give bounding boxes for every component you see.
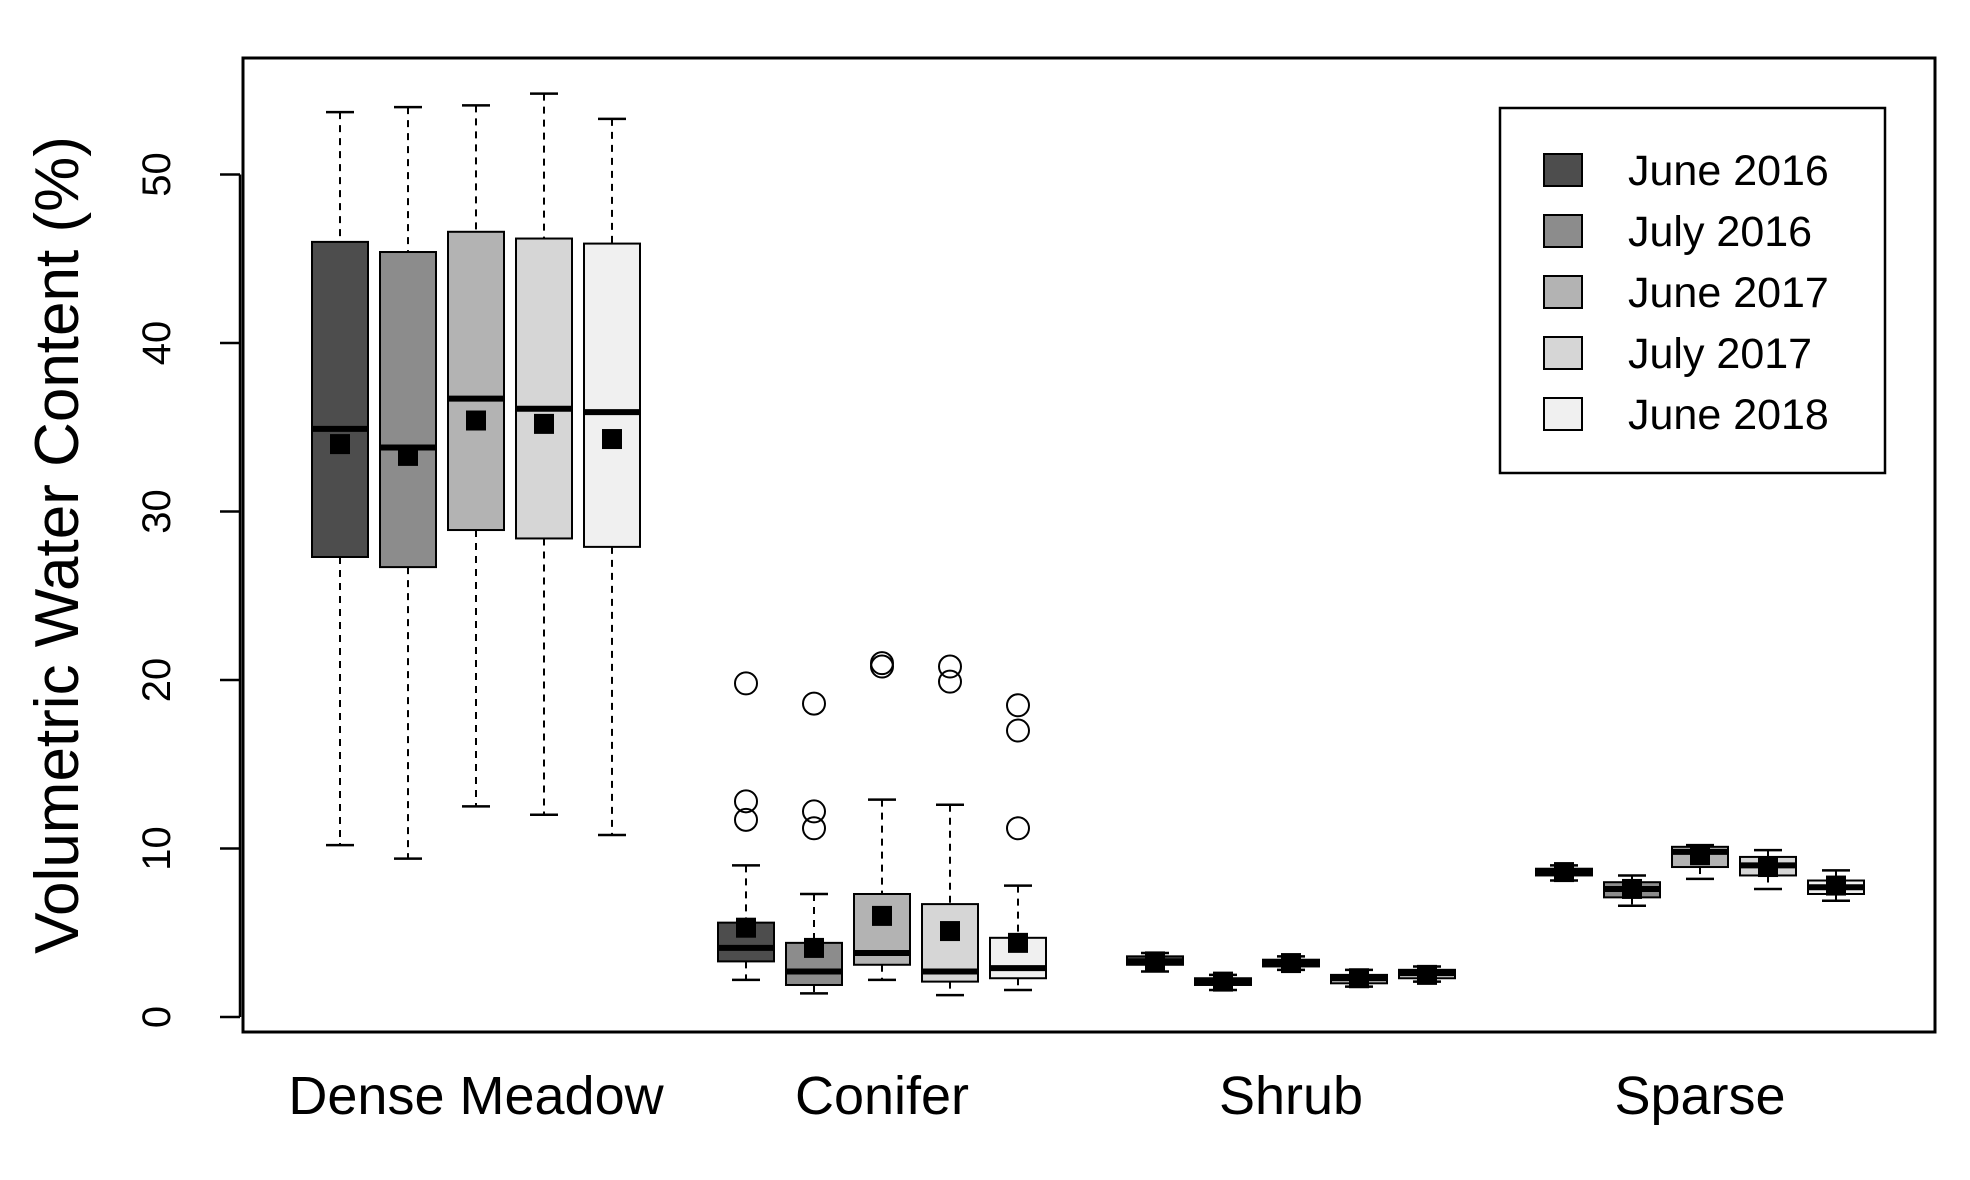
legend-label-july-2016: July 2016 [1628,208,1812,256]
box-shrub-june-2018 [1398,964,1456,985]
legend-swatch-july-2016 [1543,214,1583,248]
box-sparse-june-2018 [1807,869,1865,902]
outlier-point [802,799,826,824]
box-shrub-july-2017 [1330,968,1388,989]
outlier-point [938,654,962,679]
box-shrub-july-2016 [1194,971,1252,992]
mean-marker [1690,845,1710,866]
mean-marker [1554,862,1574,883]
box-shrub-june-2016 [1126,951,1184,973]
mean-marker [1826,875,1846,896]
mean-marker [736,917,756,938]
iqr-box [379,251,437,569]
mean-marker [1213,971,1233,992]
mean-marker [330,434,350,455]
box-dense-meadow-june-2017 [447,104,505,808]
mean-marker [466,410,486,431]
outlier-point [1006,718,1030,743]
mean-marker [1758,857,1778,878]
mean-marker [1417,964,1437,985]
outlier-point [734,807,758,832]
outlier-point [734,789,758,814]
outlier-point [802,691,826,716]
y-tick-label: 40 [135,321,179,366]
legend-label-june-2018: June 2018 [1628,391,1829,439]
box-dense-meadow-july-2017 [515,92,573,817]
y-axis-label: Volumetric Water Content (%) [23,136,92,954]
mean-marker [872,905,892,926]
box-sparse-july-2017 [1739,848,1797,891]
box-sparse-june-2017 [1671,843,1729,881]
box-dense-meadow-june-2018 [583,117,641,837]
box-conifer-july-2016 [785,691,843,995]
y-tick-label: 10 [135,826,179,871]
y-tick-label: 20 [135,658,179,703]
legend-label-july-2017: July 2017 [1628,330,1812,378]
legend-swatch-july-2017 [1543,336,1583,370]
legend-swatch-june-2016 [1543,153,1583,187]
outlier-point [938,669,962,694]
iqr-box [311,240,369,558]
mean-marker [940,921,960,942]
box-sparse-june-2016 [1535,862,1593,883]
box-sparse-july-2016 [1603,874,1661,908]
legend-swatch-june-2017 [1543,275,1583,309]
y-tick-label: 30 [135,489,179,534]
mean-marker [534,413,554,434]
y-tick-label: 50 [135,152,179,197]
mean-marker [1145,951,1165,972]
mean-marker [1008,932,1028,953]
category-label-shrub: Shrub [1219,1066,1363,1126]
outlier-point [734,671,758,696]
boxes-layer [311,92,1865,997]
plot-frame [241,56,1937,1034]
box-conifer-july-2017 [921,654,979,997]
box-dense-meadow-july-2016 [379,105,437,860]
iqr-box [447,230,505,532]
mean-marker [1281,953,1301,974]
mean-marker [804,937,824,958]
y-axis: 0 10 20 30 40 50 [135,152,242,1028]
iqr-box [515,237,573,540]
category-label-conifer: Conifer [795,1066,969,1126]
outlier-point [802,816,826,841]
outlier-point [870,654,894,679]
y-tick-label: 0 [135,1006,179,1028]
legend-label-june-2017: June 2017 [1628,269,1829,317]
outlier-point [1006,693,1030,718]
legend-swatch-june-2018 [1543,397,1583,431]
mean-marker [1349,968,1369,989]
box-shrub-june-2017 [1262,953,1320,974]
mean-marker [602,429,622,450]
outlier-point [1006,816,1030,841]
legend-label-june-2016: June 2016 [1628,147,1829,195]
category-label-dense-meadow: Dense Meadow [288,1066,664,1126]
mean-marker [1622,878,1642,899]
category-labels: Dense Meadow Conifer Shrub Sparse [288,1066,1785,1126]
box-conifer-june-2017 [853,651,911,982]
box-conifer-june-2018 [989,693,1047,992]
iqr-box [583,242,641,548]
box-dense-meadow-june-2016 [311,110,369,847]
mean-marker [398,445,418,466]
legend: June 2016 July 2016 June 2017 July 2017 June… [1498,106,1887,475]
box-conifer-june-2016 [717,671,775,982]
category-label-sparse: Sparse [1614,1066,1785,1126]
